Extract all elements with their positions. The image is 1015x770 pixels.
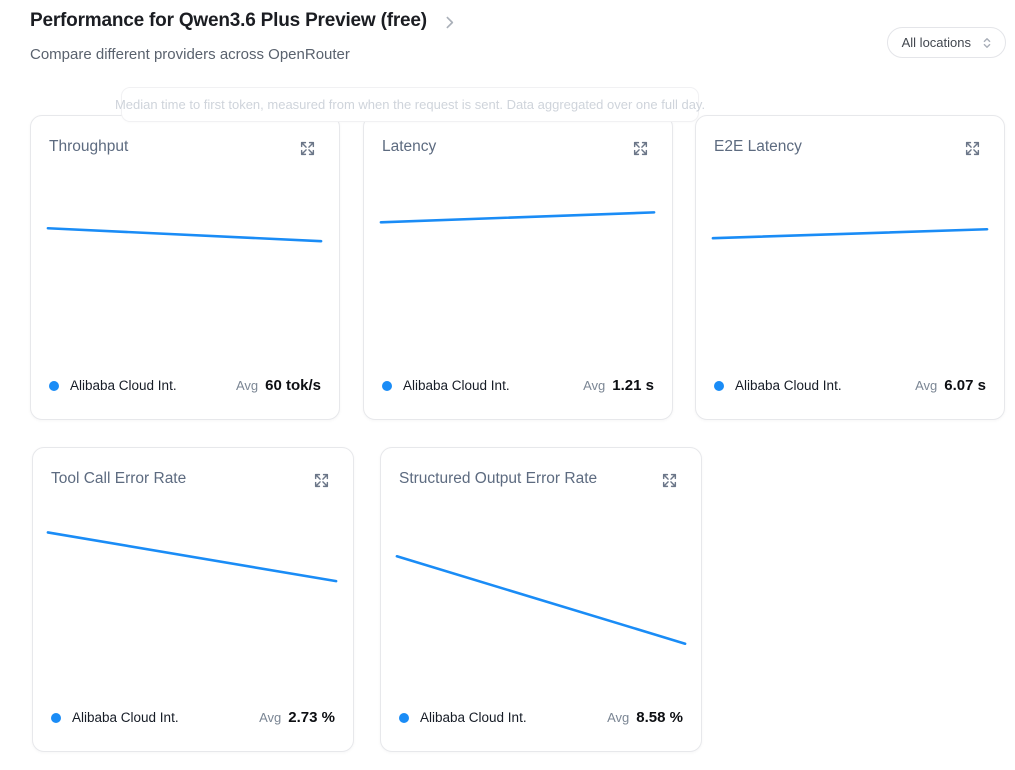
expand-icon[interactable] [659, 470, 679, 490]
card-title: Tool Call Error Rate [51, 470, 187, 487]
chart-legend: Alibaba Cloud Int. Avg 6.07 s [714, 377, 986, 394]
structured-output-error-rate-card: Structured Output Error Rate Alibaba Clo… [380, 447, 702, 752]
expand-icon[interactable] [962, 138, 982, 158]
series-name: Alibaba Cloud Int. [72, 710, 179, 725]
chevron-right-icon[interactable] [441, 14, 458, 31]
metric-tooltip-text: Median time to first token, measured fro… [114, 97, 706, 112]
latency-card: Latency Alibaba Cloud Int. Avg 1.21 s [363, 115, 673, 420]
avg-value: 2.73 % [288, 709, 335, 726]
avg-label: Avg [607, 710, 630, 725]
metric-tooltip: Median time to first token, measured fro… [115, 87, 705, 122]
avg-value: 60 tok/s [265, 377, 321, 394]
select-chevrons-icon [983, 37, 991, 48]
page-title: Performance for Qwen3.6 Plus Preview (fr… [30, 10, 427, 31]
chart-legend: Alibaba Cloud Int. Avg 8.58 % [399, 709, 683, 726]
line-chart [379, 211, 656, 224]
tool-call-error-rate-card: Tool Call Error Rate Alibaba Cloud Int. … [32, 447, 354, 752]
series-name: Alibaba Cloud Int. [403, 378, 510, 393]
avg-label: Avg [235, 378, 259, 393]
card-title: Throughput [49, 138, 129, 155]
avg-value: 8.58 % [636, 709, 683, 726]
throughput-card: Throughput Alibaba Cloud Int. Avg 60 tok… [30, 115, 340, 420]
series-dot-icon [49, 380, 59, 391]
location-filter-value: All locations [901, 35, 971, 50]
expand-icon[interactable] [311, 470, 331, 490]
chart-legend: Alibaba Cloud Int. Avg 60 tok/s [49, 377, 321, 394]
line-chart [395, 554, 687, 645]
series-dot-icon [399, 712, 409, 723]
card-title: Structured Output Error Rate [399, 470, 598, 487]
card-title: E2E Latency [714, 138, 802, 155]
location-filter-dropdown[interactable]: All locations [886, 27, 1006, 58]
line-chart [46, 226, 323, 243]
series-dot-icon [714, 380, 724, 391]
line-chart [46, 531, 338, 583]
expand-icon[interactable] [297, 138, 317, 158]
e2e-latency-card: E2E Latency Alibaba Cloud Int. Avg 6.07 … [695, 115, 1005, 420]
avg-label: Avg [915, 378, 938, 393]
avg-value: 6.07 s [944, 377, 986, 394]
chart-legend: Alibaba Cloud Int. Avg 2.73 % [51, 709, 335, 726]
avg-label: Avg [259, 710, 282, 725]
series-name: Alibaba Cloud Int. [70, 378, 177, 393]
avg-value: 1.21 s [612, 377, 654, 394]
series-dot-icon [51, 712, 61, 723]
avg-label: Avg [583, 378, 606, 393]
page-header: Performance for Qwen3.6 Plus Preview (fr… [30, 10, 458, 63]
card-title: Latency [382, 138, 437, 155]
chart-legend: Alibaba Cloud Int. Avg 1.21 s [382, 377, 654, 394]
series-name: Alibaba Cloud Int. [420, 710, 527, 725]
series-dot-icon [382, 380, 392, 391]
page-subtitle: Compare different providers across OpenR… [30, 46, 350, 63]
line-chart [711, 227, 989, 240]
expand-icon[interactable] [630, 138, 650, 158]
series-name: Alibaba Cloud Int. [735, 378, 842, 393]
